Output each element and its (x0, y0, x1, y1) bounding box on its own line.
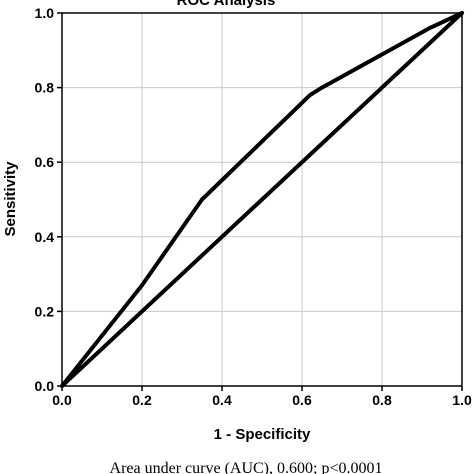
x-tick-label: 0.0 (52, 392, 72, 408)
y-tick-label: 0.0 (35, 378, 55, 394)
y-tick-label: 0.2 (35, 303, 55, 319)
roc-curve-line (60, 11, 464, 388)
chart-caption: Area under curve (AUC), 0.600; p<0.0001 (110, 460, 383, 474)
x-tick-label: 1.0 (452, 392, 472, 408)
y-axis-title: Sensitivity (2, 161, 19, 237)
y-tick-label: 0.8 (35, 80, 55, 96)
series-layer (60, 11, 464, 388)
x-tick-label: 0.8 (372, 392, 392, 408)
plot-frame (61, 12, 463, 387)
y-tick-label: 0.6 (35, 154, 55, 170)
chart-title: ROC Analysis (177, 0, 276, 9)
y-tick-label: 0.4 (35, 229, 55, 245)
axis-ticks: 0.0 0.2 0.4 0.6 0.8 1.0 0.0 0.2 0.4 0.6 0.8 1.0 (35, 5, 472, 408)
x-tick-label: 0.2 (132, 392, 152, 408)
y-tick-label: 1.0 (35, 5, 55, 21)
x-axis-title: 1 - Specificity (214, 426, 311, 443)
x-tick-label: 0.4 (212, 392, 232, 408)
reference-diagonal-line (60, 11, 464, 388)
grid-lines (62, 13, 462, 386)
x-tick-label: 0.6 (292, 392, 312, 408)
